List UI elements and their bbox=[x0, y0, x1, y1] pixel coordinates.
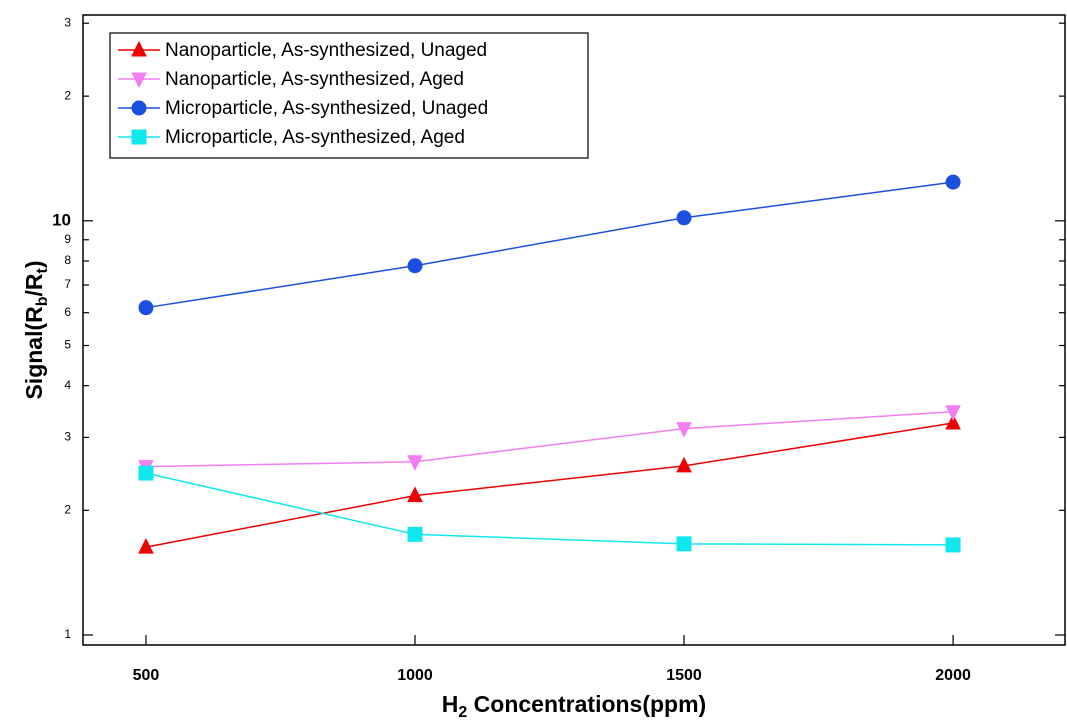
subscript: 2 bbox=[458, 704, 467, 721]
marker bbox=[131, 40, 147, 57]
label-part: Signal(R bbox=[21, 306, 47, 400]
series-line bbox=[145, 410, 954, 468]
marker bbox=[676, 422, 692, 438]
y-tick-label: 5 bbox=[64, 338, 71, 352]
y-tick-label: 4 bbox=[64, 378, 71, 392]
y-tick-label: 2 bbox=[64, 88, 71, 102]
x-tick-label: 500 bbox=[133, 667, 160, 684]
marker bbox=[138, 465, 154, 481]
series-line bbox=[145, 422, 954, 548]
marker bbox=[676, 210, 692, 226]
y-tick-label: 3 bbox=[64, 15, 71, 29]
y-tick-label: 1 bbox=[64, 627, 71, 641]
legend-label: Microparticle, As-synthesized, Unaged bbox=[165, 98, 488, 119]
label-part: /R bbox=[21, 273, 47, 296]
y-tick-label: 6 bbox=[64, 305, 71, 319]
x-tick-label: 1000 bbox=[397, 667, 433, 684]
marker bbox=[407, 455, 423, 471]
marker bbox=[138, 300, 154, 316]
series-line bbox=[145, 181, 954, 309]
marker bbox=[138, 538, 154, 554]
legend-label: Nanoparticle, As-synthesized, Aged bbox=[165, 69, 464, 90]
y-tick-label: 9 bbox=[64, 232, 71, 246]
marker bbox=[945, 413, 961, 430]
marker bbox=[407, 526, 423, 542]
marker bbox=[945, 537, 961, 553]
x-axis-label: H2 Concentrations(ppm) bbox=[442, 691, 706, 721]
series-line bbox=[145, 472, 954, 546]
legend-label: Microparticle, As-synthesized, Aged bbox=[165, 127, 465, 148]
marker bbox=[676, 536, 692, 552]
legend-label: Nanoparticle, As-synthesized, Unaged bbox=[165, 40, 487, 61]
y-tick-label: 2 bbox=[64, 503, 71, 517]
subscript: t bbox=[34, 267, 51, 273]
marker bbox=[945, 174, 961, 190]
plot-frame bbox=[82, 14, 1066, 646]
subscript: b bbox=[34, 296, 51, 306]
x-tick-label: 2000 bbox=[935, 667, 971, 684]
y-tick-label: 3 bbox=[64, 430, 71, 444]
label-part: Concentrations(ppm) bbox=[467, 691, 706, 717]
legend: Nanoparticle, As-synthesized, Unaged Nano… bbox=[109, 32, 589, 159]
marker bbox=[131, 100, 147, 116]
y-tick-label: 7 bbox=[64, 277, 71, 291]
x-tick-label: 1500 bbox=[666, 667, 702, 684]
y-tick-label: 8 bbox=[64, 253, 71, 267]
y-tick-label: 10 bbox=[52, 210, 71, 229]
marker bbox=[407, 486, 423, 503]
label-part: H bbox=[442, 691, 459, 717]
y-axis-label: Signal(Rb/Rt) bbox=[21, 260, 51, 399]
marker bbox=[945, 405, 961, 421]
legend-box bbox=[109, 32, 589, 159]
label-part: ) bbox=[21, 260, 47, 268]
marker bbox=[407, 258, 423, 274]
marker bbox=[131, 72, 147, 89]
marker bbox=[676, 456, 692, 473]
marker bbox=[131, 129, 147, 145]
